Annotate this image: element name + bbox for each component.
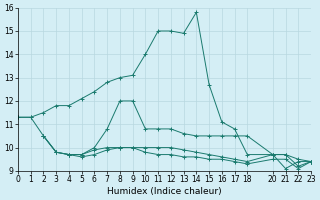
X-axis label: Humidex (Indice chaleur): Humidex (Indice chaleur) xyxy=(107,187,222,196)
